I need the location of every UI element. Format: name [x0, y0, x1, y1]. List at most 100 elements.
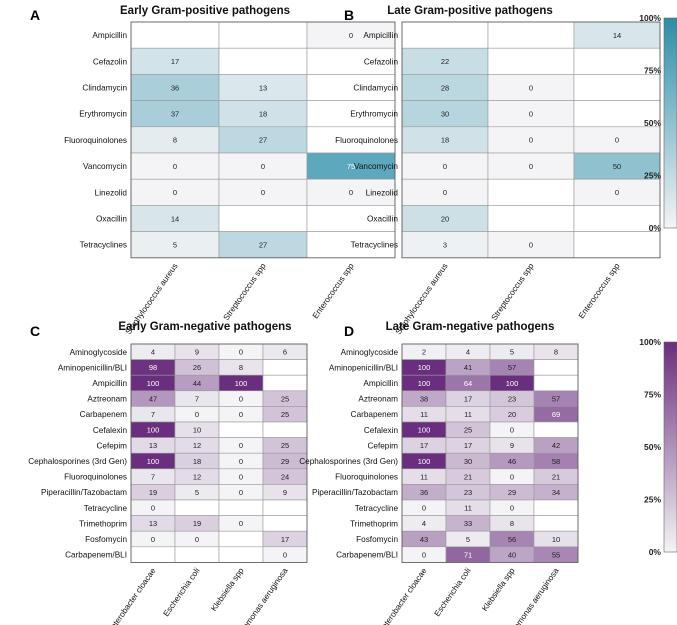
heatmap-cell	[174, 499, 220, 516]
row-label: Cefepim	[368, 441, 399, 450]
cell-value-label: 25	[281, 441, 289, 450]
grid-border	[401, 21, 661, 259]
panel-title: Early Gram-positive pathogens	[120, 5, 290, 17]
heatmap-cell	[306, 231, 396, 259]
heatmap-cell	[130, 231, 220, 259]
row-label: Cefepim	[97, 441, 128, 450]
cell-value-label: 34	[552, 488, 560, 497]
column-label: Escherichia coli	[433, 566, 473, 618]
cell-value-label: 10	[552, 535, 560, 544]
cell-value-label: 8	[554, 348, 558, 357]
column-label: Enterococcus spp	[311, 261, 356, 320]
cell-value-label: 40	[508, 550, 516, 559]
row-label: Ampicillin	[363, 379, 398, 388]
heatmap-cell	[533, 374, 579, 392]
cell-value-label: 0	[195, 535, 199, 544]
cell-value-label: 0	[443, 188, 447, 197]
colorbar-tick-label: 25%	[644, 495, 661, 505]
heatmap-cell	[401, 21, 489, 49]
cell-value-label: 0	[529, 136, 533, 145]
cell-value-label: 100	[235, 379, 248, 388]
cell-value-label: 12	[193, 441, 201, 450]
cell-value-label: 22	[441, 57, 449, 66]
cell-value-label: 0	[510, 504, 514, 513]
cell-value-label: 38	[420, 394, 428, 403]
cell-value-label: 18	[193, 457, 201, 466]
panel-letter: B	[344, 7, 354, 23]
heatmap-cell	[401, 231, 489, 259]
cell-value-label: 5	[510, 348, 514, 357]
cell-value-label: 50	[613, 162, 621, 171]
cell-value-label: 30	[441, 110, 449, 119]
cell-value-label: 21	[552, 472, 560, 481]
cell-value-label: 3	[443, 241, 447, 250]
cell-value-label: 47	[149, 394, 157, 403]
cell-value-label: 19	[193, 519, 201, 528]
column-label: Klebsiella spp	[209, 566, 246, 613]
cell-value-label: 100	[418, 363, 431, 372]
heatmap-cell	[573, 47, 661, 75]
cell-value-label: 8	[173, 136, 177, 145]
panel-A: A Early Gram-positive pathogens 0 17 36 13 37 1…	[30, 5, 396, 336]
cell-value-label: 0	[239, 394, 243, 403]
heatmap-cell	[130, 126, 220, 154]
cell-value-label: 0	[239, 519, 243, 528]
cell-value-label: 0	[510, 472, 514, 481]
cell-value-label: 21	[464, 472, 472, 481]
heatmap-cell	[218, 205, 308, 232]
column-label: Streptococcus spp	[222, 261, 268, 322]
row-label: Carbapenem/BLI	[336, 551, 398, 560]
cell-value-label: 0	[529, 241, 533, 250]
row-label: Ampicillin	[92, 379, 127, 388]
row-label: Carbapenem/BLI	[65, 551, 127, 560]
row-label: Erythromycin	[79, 110, 127, 119]
cell-value-label: 36	[171, 83, 179, 92]
cell-value-label: 100	[147, 426, 160, 435]
row-label: Fluoroquinolones	[64, 473, 127, 482]
heatmap-cell	[262, 421, 308, 438]
heatmap-cell	[218, 178, 308, 206]
row-label: Fluoroquinolones	[64, 136, 127, 145]
cell-value-label: 41	[464, 363, 472, 372]
row-label: Linezolid	[366, 188, 399, 197]
row-label: Carbapenem	[80, 410, 128, 419]
panel-title: Early Gram-negative pathogens	[118, 321, 291, 333]
row-label: Aminopenicillin/BLI	[58, 363, 127, 372]
cell-value-label: 28	[441, 83, 449, 92]
row-label: Aminopenicillin/BLI	[329, 363, 398, 372]
column-label: Escherichia coli	[162, 566, 202, 618]
colorbar-tick-label: 75%	[644, 66, 661, 76]
heatmap-cell	[306, 205, 396, 232]
row-label: Cephalosporines (3rd Gen)	[28, 457, 127, 466]
cell-value-label: 0	[239, 348, 243, 357]
heatmap-cell	[218, 152, 308, 180]
cell-value-label: 0	[195, 410, 199, 419]
cell-value-label: 0	[422, 550, 426, 559]
cell-value-label: 44	[193, 379, 201, 388]
cell-value-label: 27	[259, 136, 267, 145]
column-label: Enterobacter cloacae	[106, 566, 158, 625]
cell-value-label: 37	[171, 110, 179, 119]
heatmap-cell	[533, 421, 579, 438]
row-label: Cefalexin	[93, 426, 128, 435]
row-label: Aztreonam	[358, 395, 398, 404]
cell-value-label: 17	[464, 441, 472, 450]
cell-value-label: 33	[464, 519, 472, 528]
colorbar-tick-label: 0%	[649, 223, 662, 233]
heatmap-cell	[573, 231, 661, 259]
cell-value-label: 0	[151, 535, 155, 544]
cell-value-label: 58	[552, 457, 560, 466]
row-label: Aztreonam	[87, 395, 127, 404]
cell-value-label: 100	[147, 379, 160, 388]
cell-value-label: 43	[420, 535, 428, 544]
grid-border	[401, 343, 579, 563]
row-label: Carbapenem	[351, 410, 399, 419]
cell-value-label: 4	[422, 519, 426, 528]
cell-value-label: 19	[149, 488, 157, 497]
cell-value-label: 100	[418, 457, 431, 466]
heatmap-cell	[401, 178, 489, 206]
cell-value-label: 0	[239, 488, 243, 497]
cell-value-label: 0	[239, 410, 243, 419]
